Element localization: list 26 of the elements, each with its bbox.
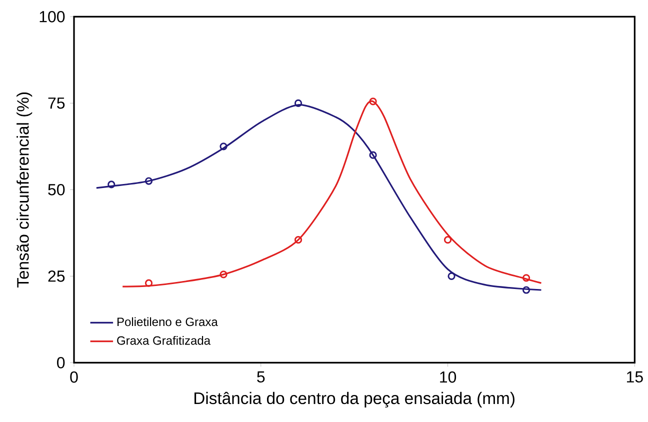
x-tick-label: 15 bbox=[626, 371, 643, 383]
point bbox=[220, 270, 228, 278]
point bbox=[448, 272, 456, 280]
point bbox=[294, 99, 302, 107]
x-tick-label: 5 bbox=[257, 371, 265, 383]
y-tick-label: 25 bbox=[48, 270, 65, 282]
point bbox=[108, 180, 116, 188]
legend-label: Graxa Grafitizada bbox=[117, 336, 211, 345]
point bbox=[369, 98, 377, 106]
y-tick-label: 100 bbox=[40, 11, 65, 22]
x-tick-label: 10 bbox=[440, 371, 456, 383]
x-axis-title: Distância do centro da peça ensaiada (mm) bbox=[194, 392, 514, 408]
y-axis-title: Tensão circunferencial (%) bbox=[16, 92, 32, 288]
point bbox=[522, 286, 530, 294]
point bbox=[444, 236, 452, 244]
point bbox=[144, 177, 153, 185]
y-tick-label: 0 bbox=[57, 357, 65, 368]
point bbox=[144, 279, 153, 287]
y-tick-label: 75 bbox=[48, 98, 65, 109]
point bbox=[369, 151, 377, 159]
point bbox=[522, 274, 530, 282]
legend-label: Polietileno e Graxa bbox=[118, 317, 218, 326]
point bbox=[294, 236, 302, 244]
point bbox=[220, 142, 228, 150]
x-tick-label: 0 bbox=[70, 371, 78, 383]
y-tick-label: 50 bbox=[48, 184, 65, 196]
